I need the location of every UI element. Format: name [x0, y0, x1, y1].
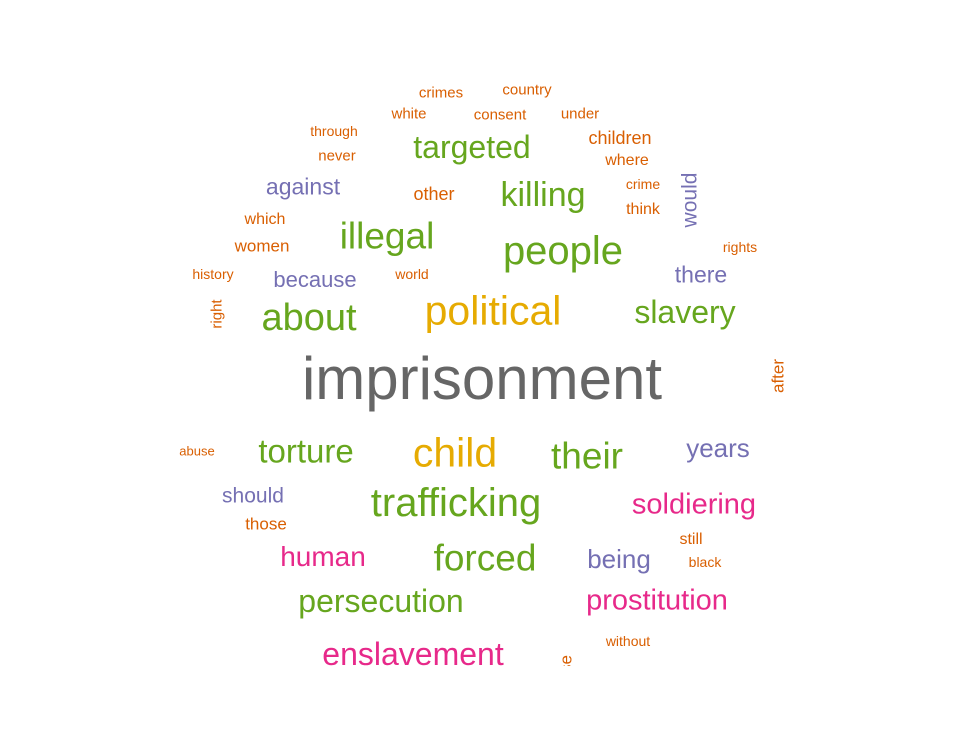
word-persecution: persecution	[298, 583, 464, 619]
word-which: which	[244, 211, 286, 228]
word-after: after	[768, 358, 788, 394]
word-still: still	[679, 531, 703, 548]
word-where: where	[605, 152, 649, 169]
word-people: people	[502, 229, 624, 273]
word-those: those	[245, 514, 287, 534]
word-about: about	[261, 297, 357, 339]
word-crime: crime	[625, 176, 661, 192]
word-years: years	[686, 433, 750, 463]
word-trafficking: trafficking	[370, 481, 542, 525]
word-children: children	[588, 128, 652, 148]
word-consent: consent	[473, 106, 527, 124]
word-clipped-se: se	[556, 655, 576, 666]
word-political: political	[424, 287, 562, 334]
word-should: should	[222, 484, 284, 508]
clipped-word-container: se	[548, 638, 588, 666]
word-forced: forced	[433, 537, 537, 579]
word-would: would	[678, 172, 702, 228]
word-killing: killing	[500, 176, 586, 214]
word-other: other	[413, 184, 455, 204]
word-their: their	[551, 435, 623, 477]
word-being: being	[587, 544, 651, 574]
word-torture: torture	[258, 432, 354, 470]
word-prostitution: prostitution	[586, 584, 728, 617]
word-illegal: illegal	[339, 215, 435, 257]
word-abuse: abuse	[179, 443, 215, 459]
word-enslavement: enslavement	[322, 636, 504, 672]
word-right: right	[208, 299, 226, 329]
word-never: never	[318, 147, 356, 165]
word-through: through	[310, 123, 358, 139]
word-history: history	[192, 266, 234, 282]
word-slavery: slavery	[634, 294, 736, 330]
word-targeted: targeted	[413, 129, 531, 165]
word-child: child	[412, 429, 498, 476]
word-there: there	[674, 261, 728, 288]
word-without: without	[605, 633, 651, 649]
word-under: under	[560, 105, 600, 123]
word-soldiering: soldiering	[631, 488, 757, 521]
word-human: human	[280, 541, 366, 572]
word-crimes: crimes	[418, 84, 464, 102]
word-against: against	[265, 173, 341, 200]
word-white: white	[391, 105, 427, 123]
word-country: country	[502, 81, 552, 99]
word-think: think	[626, 201, 660, 218]
word-women: women	[234, 236, 290, 256]
word-black: black	[688, 554, 722, 570]
word-world: world	[395, 266, 429, 282]
word-imprisonment: imprisonment	[301, 345, 663, 412]
word-because: because	[273, 267, 357, 292]
word-rights: rights	[722, 239, 758, 255]
